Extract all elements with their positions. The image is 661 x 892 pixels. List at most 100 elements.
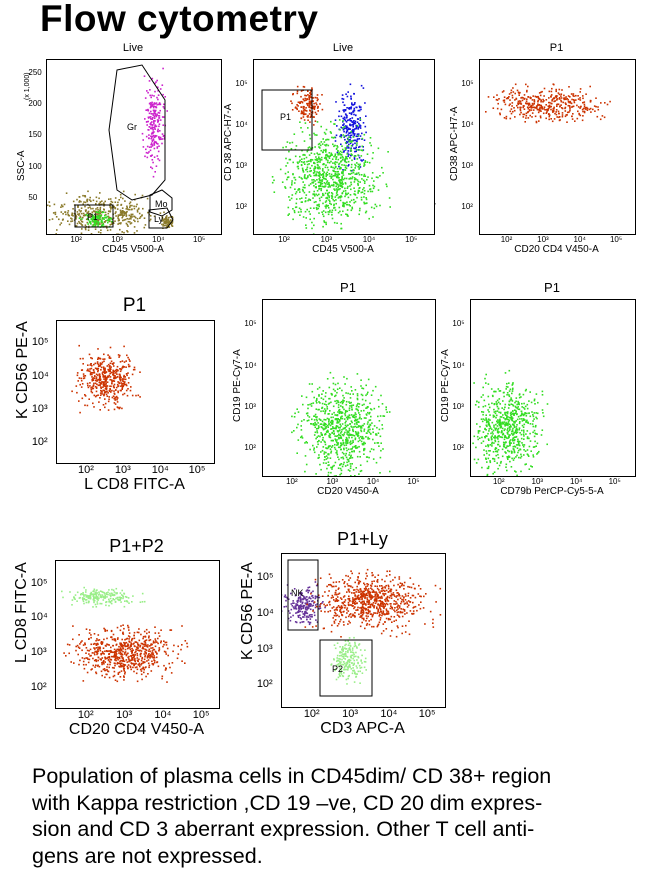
data-point	[285, 157, 287, 160]
gate-mo	[149, 189, 173, 217]
data-point	[337, 197, 340, 199]
data-point	[299, 102, 301, 104]
data-point	[100, 382, 103, 385]
data-point	[350, 134, 353, 137]
data-point	[316, 107, 319, 109]
data-point	[500, 416, 503, 418]
x-axis-label: CD79b PerCP-Cy5-5-A	[500, 486, 604, 497]
data-point	[341, 179, 343, 182]
data-point	[136, 654, 139, 657]
data-point	[122, 380, 125, 383]
scatter-canvas	[472, 369, 549, 476]
data-point	[555, 113, 558, 116]
data-point	[316, 190, 319, 192]
data-point	[519, 457, 522, 459]
data-point	[151, 650, 154, 652]
data-point	[143, 600, 146, 603]
data-point	[337, 467, 340, 469]
data-point	[80, 223, 82, 225]
data-point	[360, 418, 363, 420]
data-point	[589, 107, 592, 110]
data-point	[83, 667, 86, 670]
data-point	[78, 344, 80, 347]
data-point	[119, 209, 122, 212]
data-point	[309, 103, 311, 106]
data-point	[82, 375, 85, 377]
data-point	[112, 598, 115, 601]
data-point	[389, 206, 391, 208]
data-point	[78, 377, 81, 379]
data-point	[343, 109, 346, 111]
data-point	[313, 102, 315, 105]
data-point	[84, 214, 86, 216]
data-point	[297, 188, 300, 190]
data-point	[318, 408, 320, 411]
data-point	[306, 168, 308, 170]
data-point	[84, 201, 87, 204]
data-point	[503, 96, 506, 98]
data-point	[326, 457, 329, 459]
data-point	[537, 111, 540, 114]
data-point	[133, 366, 136, 369]
data-point	[310, 107, 313, 109]
data-point	[318, 439, 320, 442]
data-point	[509, 103, 511, 105]
data-point	[117, 672, 120, 674]
data-point	[163, 221, 165, 223]
data-point	[322, 202, 324, 205]
data-point	[526, 453, 529, 455]
data-point	[325, 462, 327, 464]
data-point	[513, 450, 516, 452]
data-point	[524, 419, 526, 421]
data-point	[155, 135, 158, 137]
data-point	[518, 102, 520, 104]
data-point	[149, 89, 151, 91]
data-point	[314, 413, 317, 416]
data-point	[476, 423, 478, 425]
data-point	[365, 384, 367, 387]
data-point	[108, 589, 110, 591]
data-point	[116, 375, 119, 378]
data-point	[539, 104, 541, 107]
data-point	[155, 81, 157, 83]
data-point	[87, 219, 90, 221]
data-point	[107, 400, 110, 403]
data-point	[130, 642, 132, 644]
data-point	[521, 442, 523, 444]
data-point	[577, 106, 580, 108]
data-point	[312, 106, 315, 108]
data-point	[511, 390, 514, 392]
data-point	[91, 213, 94, 216]
data-point	[367, 430, 369, 432]
data-point	[114, 212, 117, 215]
data-point	[589, 85, 591, 88]
data-point	[344, 454, 347, 457]
data-point	[289, 158, 292, 161]
y-axis-label: CD38 APC-H7-A	[449, 106, 461, 181]
data-point	[116, 401, 119, 403]
data-point	[109, 210, 111, 213]
data-point	[157, 130, 159, 133]
data-point	[513, 451, 516, 454]
data-point	[282, 146, 284, 149]
data-point	[113, 402, 116, 404]
data-point	[571, 98, 573, 101]
data-point	[531, 102, 534, 105]
data-point	[555, 96, 558, 99]
data-point	[141, 601, 144, 603]
data-point	[126, 637, 129, 640]
data-point	[489, 461, 492, 464]
data-point	[361, 387, 363, 389]
data-point	[88, 595, 91, 598]
data-point	[526, 436, 529, 438]
data-point	[338, 162, 341, 165]
data-point	[543, 87, 546, 90]
data-point	[156, 155, 159, 157]
data-point	[331, 445, 334, 447]
data-point	[113, 383, 116, 386]
data-point	[352, 428, 354, 431]
data-point	[326, 417, 329, 420]
data-point	[78, 213, 81, 215]
data-point	[363, 139, 366, 141]
data-point	[134, 193, 136, 196]
